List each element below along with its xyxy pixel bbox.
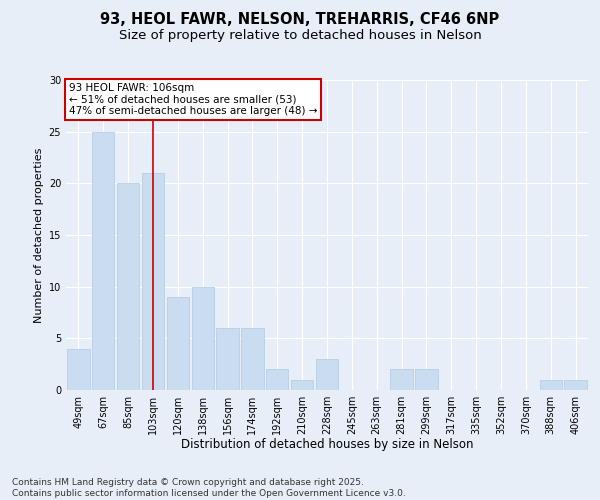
Bar	[92, 132, 115, 390]
Bar	[565, 380, 587, 390]
Bar	[241, 328, 263, 390]
Bar	[117, 184, 139, 390]
Bar	[142, 173, 164, 390]
Bar	[539, 380, 562, 390]
Bar	[191, 286, 214, 390]
Bar	[217, 328, 239, 390]
Bar	[291, 380, 313, 390]
Text: Contains HM Land Registry data © Crown copyright and database right 2025.
Contai: Contains HM Land Registry data © Crown c…	[12, 478, 406, 498]
Text: Size of property relative to detached houses in Nelson: Size of property relative to detached ho…	[119, 29, 481, 42]
Text: 93 HEOL FAWR: 106sqm
← 51% of detached houses are smaller (53)
47% of semi-detac: 93 HEOL FAWR: 106sqm ← 51% of detached h…	[68, 83, 317, 116]
Y-axis label: Number of detached properties: Number of detached properties	[34, 148, 44, 322]
Bar	[167, 297, 189, 390]
Text: 93, HEOL FAWR, NELSON, TREHARRIS, CF46 6NP: 93, HEOL FAWR, NELSON, TREHARRIS, CF46 6…	[100, 12, 500, 28]
Bar	[415, 370, 437, 390]
Bar	[316, 359, 338, 390]
Bar	[266, 370, 289, 390]
Bar	[67, 348, 89, 390]
Bar	[391, 370, 413, 390]
X-axis label: Distribution of detached houses by size in Nelson: Distribution of detached houses by size …	[181, 438, 473, 452]
